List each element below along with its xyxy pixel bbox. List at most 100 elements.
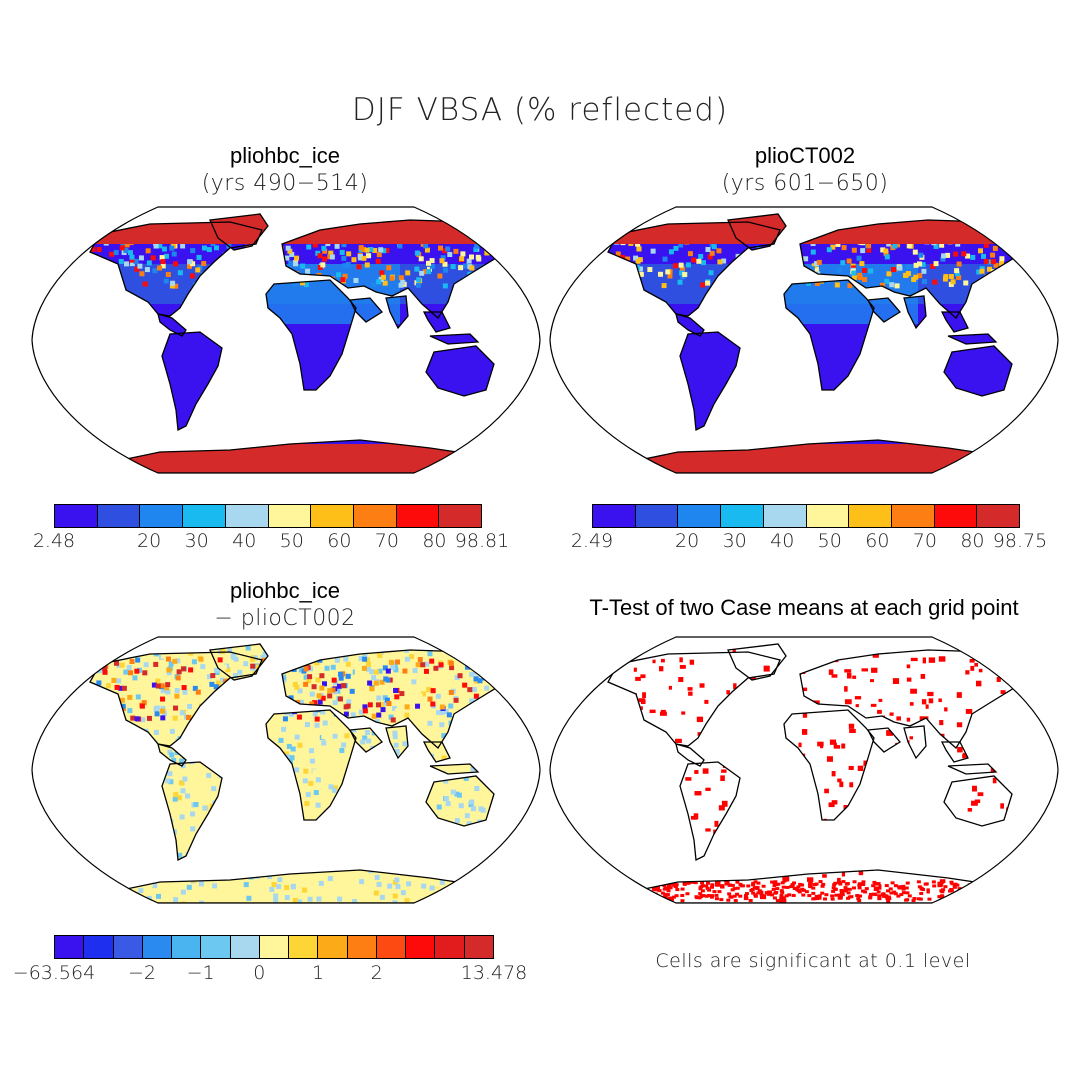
coastline-arabia	[348, 727, 383, 753]
colorbar-swatch	[225, 505, 269, 527]
colorbar-tick-label: 30	[184, 530, 209, 552]
colorbar-swatch	[289, 936, 319, 958]
colorbar-tick-label: 40	[232, 530, 257, 552]
colorbar-tick-label: −1	[186, 962, 215, 984]
coastline-antarctica	[111, 869, 484, 903]
colorbar-swatch	[142, 936, 173, 958]
panel2-title: plioCT002	[754, 143, 856, 168]
colorbar-tick-label: 60	[865, 530, 890, 552]
coastline-northAmerica	[89, 651, 263, 747]
coastline-australia	[943, 345, 1013, 397]
colorbar-tick-label: 2.48	[32, 530, 76, 552]
coastline-northAmerica	[607, 221, 781, 317]
coastline-europeAsia	[799, 649, 1025, 749]
colorbar-swatch	[201, 936, 231, 958]
colorbar-tick-label: 98.81	[454, 530, 510, 552]
colorbar-tick-label: 2.49	[570, 530, 614, 552]
coastline-europeAsia	[281, 649, 507, 749]
colorbar-1	[54, 504, 482, 528]
colorbar-tick-label: 20	[675, 530, 700, 552]
colorbar-swatch	[97, 505, 141, 527]
colorbar-tick-label: 60	[327, 530, 352, 552]
coastline-centralAm	[157, 313, 187, 337]
colorbar-swatch	[678, 505, 722, 527]
coastline-europeAsia	[281, 219, 507, 319]
colorbar-swatch	[763, 505, 807, 527]
colorbar-tick-label: 0	[253, 962, 266, 984]
coastline-seAsia	[940, 311, 969, 333]
colorbar-swatch	[55, 505, 98, 527]
colorbar-3-ticks: −63.564 −2 −1 0 1 2 13.478	[13, 962, 527, 988]
colorbar-swatch	[934, 505, 978, 527]
map-panel-4	[549, 636, 1059, 904]
panel1-subtitle: (yrs 490−514)	[201, 171, 369, 196]
colorbar-swatch	[172, 936, 202, 958]
colorbar-swatch	[376, 936, 407, 958]
colorbar-tick-label: 20	[137, 530, 162, 552]
coastline-indonesia	[429, 763, 480, 775]
coastline-arabia	[348, 297, 383, 323]
colorbar-1-ticks: 2.48 20 30 40 50 60 70 80 98.81	[33, 530, 509, 556]
coastline-seAsia	[422, 741, 451, 763]
coastline-india	[903, 725, 927, 760]
coastline-centralAm	[157, 743, 187, 767]
colorbar-swatch	[396, 505, 440, 527]
colorbar-swatch	[635, 505, 679, 527]
colorbar-tick-label: 40	[770, 530, 795, 552]
coastline-antarctica	[111, 439, 484, 473]
colorbar-swatch	[84, 936, 114, 958]
colorbar-tick-label: 98.75	[992, 530, 1048, 552]
coastline-indonesia	[947, 333, 998, 345]
coastline-australia	[425, 345, 495, 397]
colorbar-3	[54, 935, 494, 959]
coastline-greenland	[209, 643, 269, 681]
colorbar-swatch	[435, 936, 465, 958]
figure-title: DJF VBSA (% reflected)	[351, 92, 729, 128]
colorbar-swatch	[113, 936, 143, 958]
map-panel-2	[549, 206, 1059, 474]
coastline-greenland	[727, 213, 787, 251]
colorbar-tick-label: 80	[960, 530, 985, 552]
colorbar-swatch	[849, 505, 892, 527]
coastline-southAmerica	[679, 331, 741, 432]
coastline-india	[385, 295, 409, 330]
colorbar-swatch	[439, 505, 482, 527]
coastline-greenland	[209, 213, 269, 251]
coastline-australia	[943, 775, 1013, 827]
coastline-southAmerica	[679, 761, 741, 862]
coastline-australia	[425, 775, 495, 827]
colorbar-swatch	[318, 936, 348, 958]
colorbar-swatch	[311, 505, 354, 527]
coastline-antarctica	[629, 869, 1002, 903]
map-panel-3	[31, 636, 541, 904]
coastline-southAmerica	[161, 761, 223, 862]
panel3-subtitle: − plioCT002	[214, 606, 356, 631]
colorbar-2-ticks: 2.49 20 30 40 50 60 70 80 98.75	[571, 530, 1047, 556]
panel1-title: pliohbc_ice	[229, 143, 341, 168]
map-panel-1	[31, 206, 541, 474]
colorbar-tick-label: −2	[127, 962, 157, 984]
significance-note: Cells are significant at 0.1 level	[655, 950, 971, 972]
colorbar-tick-label: 2	[370, 962, 383, 984]
colorbar-swatch	[230, 936, 260, 958]
coastline-centralAm	[675, 313, 705, 337]
panel3-title: pliohbc_ice	[229, 578, 341, 603]
colorbar-swatch	[593, 505, 636, 527]
coastline-southAmerica	[161, 331, 223, 432]
coastline-northAmerica	[607, 651, 781, 747]
colorbar-swatch	[259, 936, 290, 958]
colorbar-swatch	[977, 505, 1020, 527]
colorbar-tick-label: 1	[311, 962, 325, 984]
coastline-india	[903, 295, 927, 330]
colorbar-swatch	[268, 505, 312, 527]
colorbar-tick-label: −63.564	[12, 962, 96, 984]
colorbar-swatch	[464, 936, 493, 958]
colorbar-tick-label: 70	[374, 530, 399, 552]
colorbar-tick-label: 70	[912, 530, 937, 552]
coastline-greenland	[727, 643, 787, 681]
colorbar-tick-label: 13.478	[460, 962, 528, 984]
colorbar-swatch	[347, 936, 377, 958]
coastline-arabia	[866, 727, 901, 753]
colorbar-swatch	[55, 936, 85, 958]
coastline-europeAsia	[799, 219, 1025, 319]
